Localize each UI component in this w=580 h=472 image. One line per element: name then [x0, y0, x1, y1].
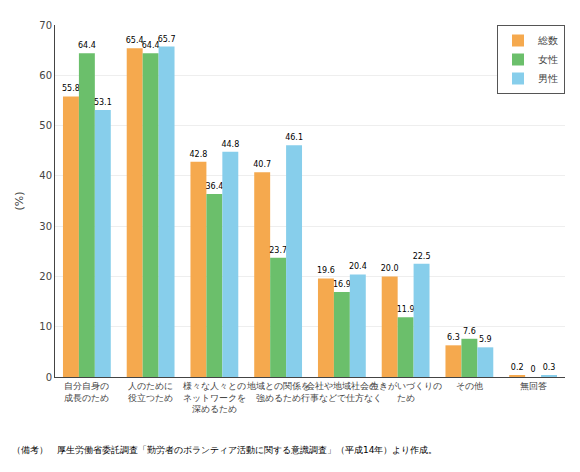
svg-text:0.3: 0.3	[543, 363, 556, 372]
svg-text:50: 50	[39, 120, 52, 131]
svg-text:女性: 女性	[538, 54, 558, 65]
svg-text:その他: その他	[456, 381, 483, 391]
svg-text:64.4: 64.4	[78, 41, 96, 50]
svg-text:40.7: 40.7	[253, 160, 271, 169]
svg-text:10: 10	[39, 321, 52, 332]
svg-text:会社や地域社会の行事などで仕方なく: 会社や地域社会の行事などで仕方なく	[301, 381, 382, 403]
svg-text:65.7: 65.7	[158, 35, 176, 44]
svg-text:19.6: 19.6	[317, 266, 335, 275]
svg-text:55.8: 55.8	[62, 84, 80, 93]
svg-text:自分自身の成長のため: 自分自身の成長のため	[64, 381, 109, 403]
svg-text:無回答: 無回答	[520, 381, 547, 391]
svg-text:(%): (%)	[13, 191, 26, 210]
svg-text:64.4: 64.4	[142, 41, 160, 50]
svg-text:23.7: 23.7	[269, 246, 287, 255]
svg-text:30: 30	[39, 221, 52, 232]
svg-text:20.0: 20.0	[381, 264, 399, 273]
svg-text:44.8: 44.8	[221, 140, 239, 149]
svg-text:0.2: 0.2	[511, 363, 524, 372]
svg-text:人のために役立つため: 人のために役立つため	[128, 381, 173, 403]
svg-text:総数: 総数	[537, 35, 558, 46]
svg-text:様々な人々とのネットワークを深めるため: 様々な人々とのネットワークを深めるため	[183, 381, 246, 414]
svg-text:16.9: 16.9	[333, 280, 351, 289]
svg-text:42.8: 42.8	[190, 150, 208, 159]
svg-text:（備考） 厚生労働省委託調査「勤労者のボランティア活動に関す: （備考） 厚生労働省委託調査「勤労者のボランティア活動に関する意識調査」（平成1…	[12, 445, 437, 455]
svg-text:70: 70	[39, 20, 52, 31]
svg-text:20: 20	[39, 271, 52, 282]
svg-text:65.4: 65.4	[126, 36, 144, 45]
svg-text:40: 40	[39, 170, 52, 181]
svg-text:0: 0	[531, 365, 536, 374]
svg-text:53.1: 53.1	[94, 98, 112, 107]
svg-text:46.1: 46.1	[285, 133, 303, 142]
svg-text:男性: 男性	[538, 73, 558, 84]
svg-text:60: 60	[39, 70, 52, 81]
svg-text:11.9: 11.9	[397, 305, 415, 314]
svg-text:地域との関係を強めるため: 地域との関係を強めるため	[246, 381, 310, 403]
svg-text:20.4: 20.4	[349, 262, 367, 271]
svg-text:5.9: 5.9	[479, 335, 492, 344]
svg-text:0: 0	[46, 372, 52, 383]
svg-text:生きがいづくりのため: 生きがいづくりのため	[370, 381, 442, 403]
svg-text:22.5: 22.5	[413, 252, 431, 261]
svg-text:36.4: 36.4	[205, 182, 223, 191]
svg-text:6.3: 6.3	[447, 333, 460, 342]
svg-text:7.6: 7.6	[463, 327, 476, 336]
